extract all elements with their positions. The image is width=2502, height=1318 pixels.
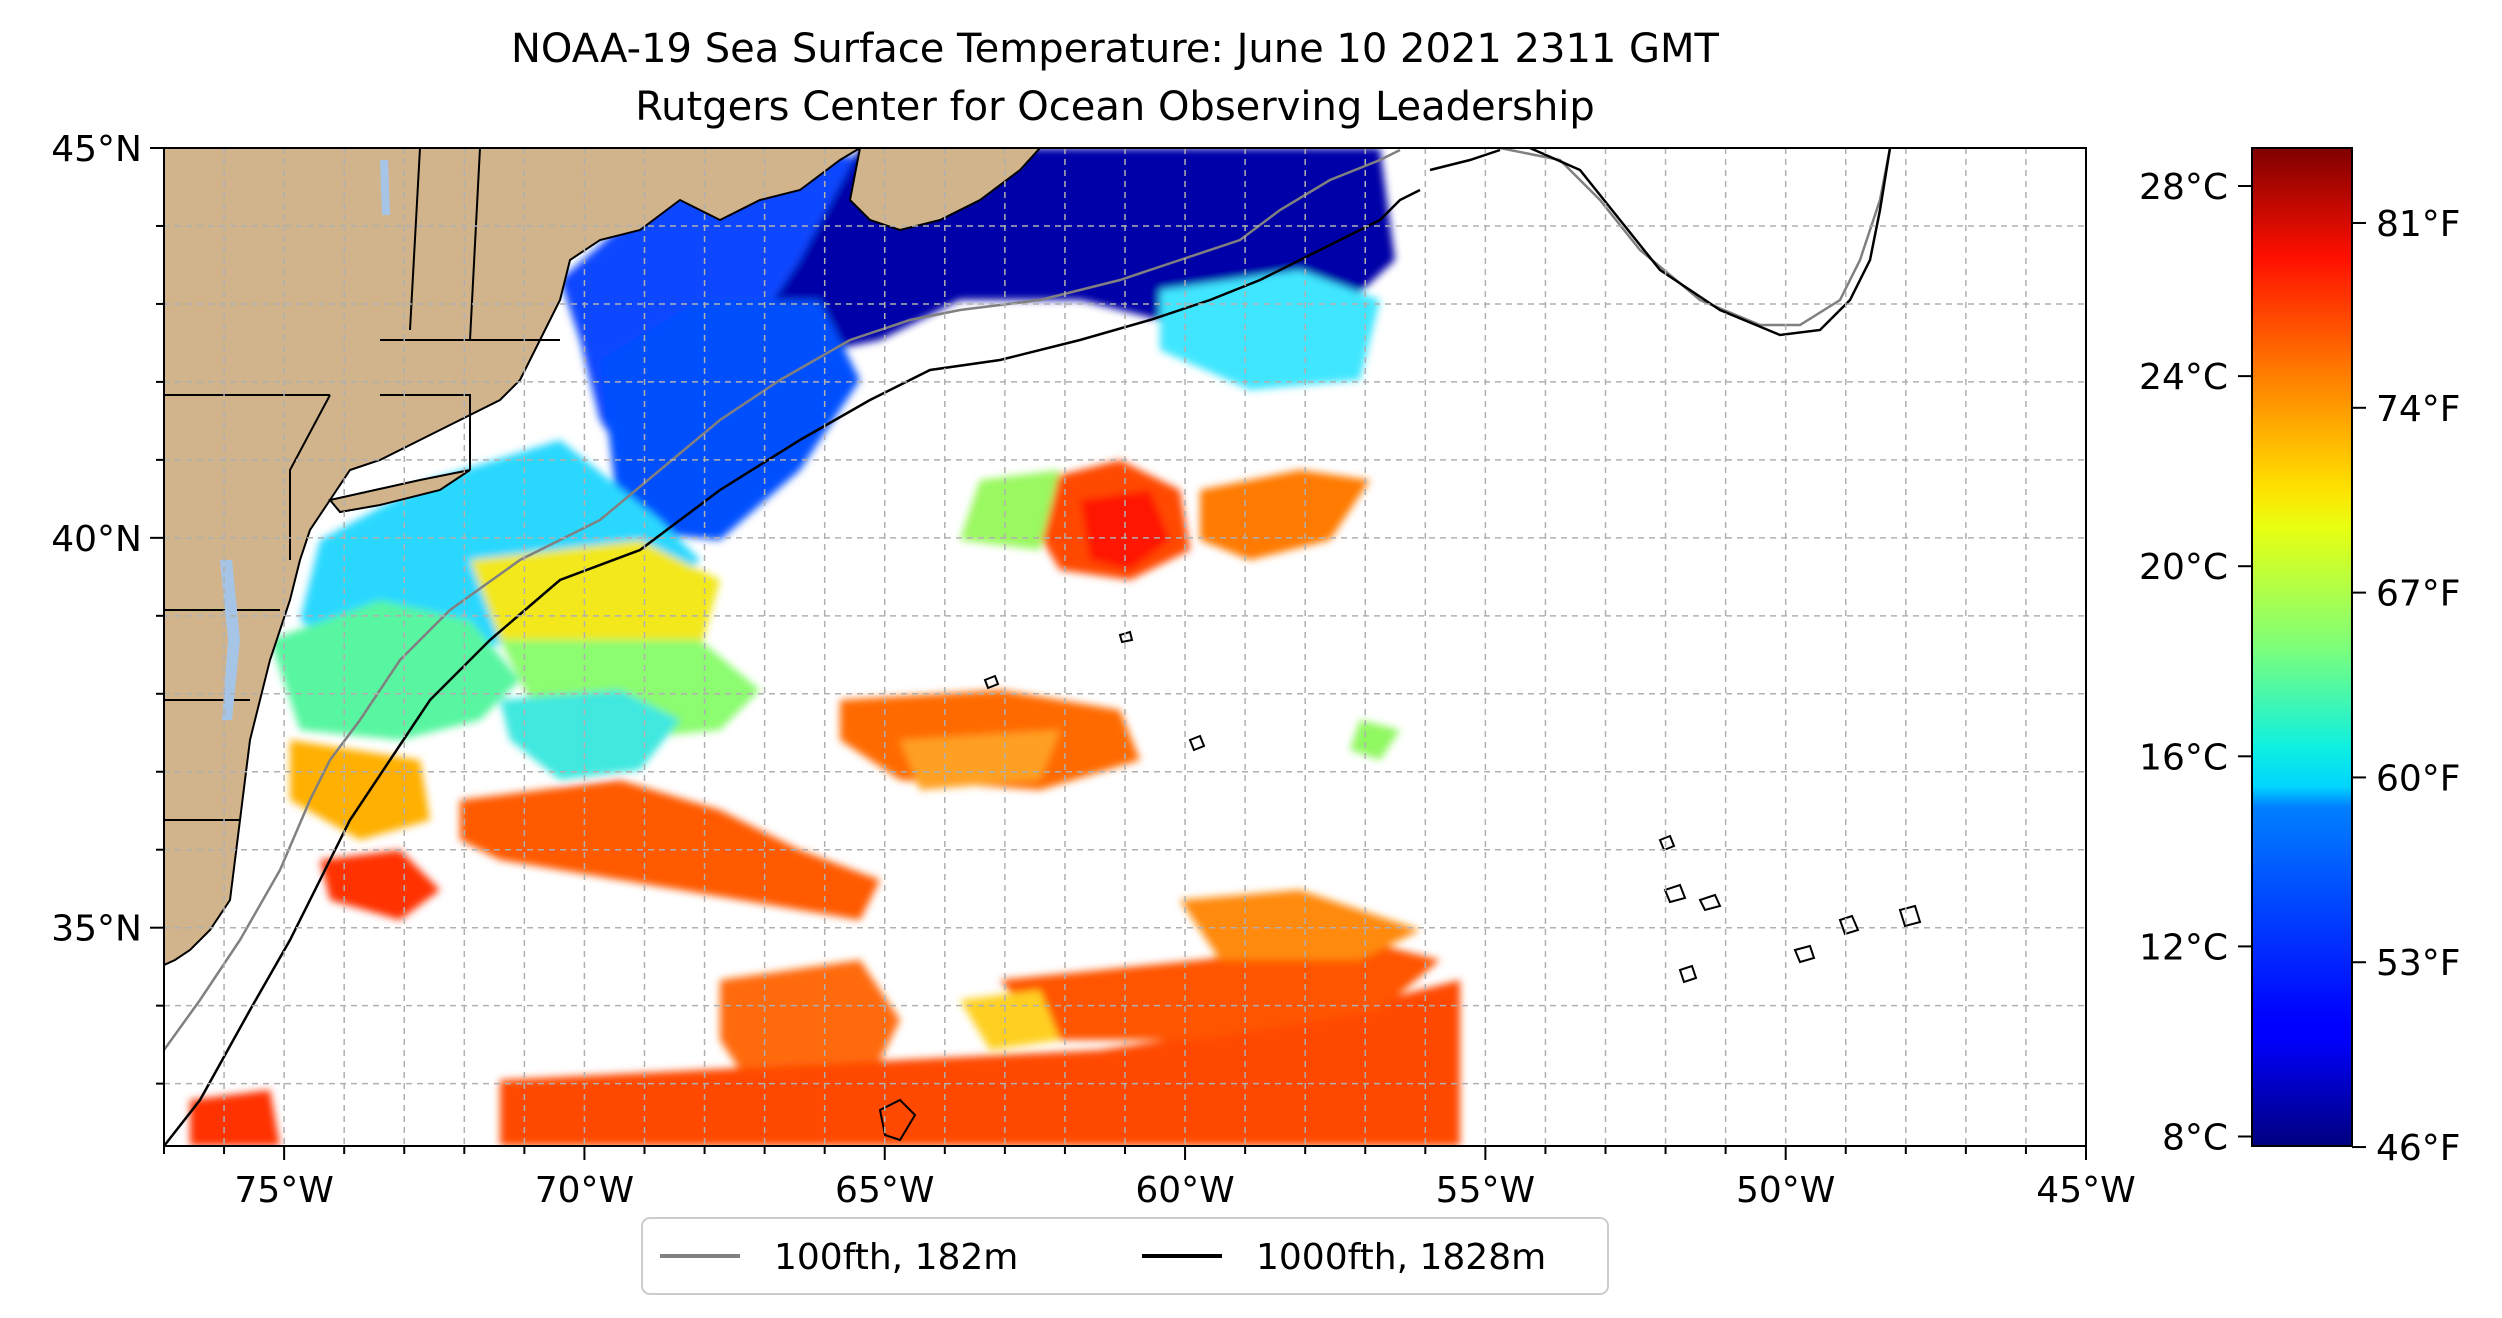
map-panel: 75°W 70°W 65°W 60°W 55°W 50°W 45°W 45°N 40°N 35°N [51,129,2135,1211]
legend-label-1000fth: 1000fth, 1828m [1256,1237,1546,1278]
map-axis-ticks: 75°W 70°W 65°W 60°W 55°W 50°W 45°W 45°N 40°N 35°N [51,129,2135,1211]
lake-champlain [380,160,390,215]
sst-patch-east-green [960,470,1060,550]
sst-patch-south-corner [190,1090,280,1146]
legend-box [641,1217,1609,1295]
border-ct-ri [380,394,471,470]
fahrenheit-tick-label: 60°F [2376,758,2461,799]
seamount-3 [1188,734,1206,752]
legend: 100fth, 182m 1000fth, 1828m [641,1217,1609,1295]
graticule [164,148,2086,1146]
title-line-2: Rutgers Center for Ocean Observing Leade… [635,84,1595,130]
sst-patch-gulfstream-1 [290,740,430,840]
isobath-100fth [164,148,1892,1051]
sst-imagery [170,148,1460,1146]
land [164,148,1042,967]
sst-patch-gulfstream-3 [320,850,440,920]
lon-tick-label: 70°W [535,1170,634,1211]
seamount-1 [1118,630,1134,644]
seamount-6 [1698,893,1722,912]
lon-tick-label: 45°W [2036,1170,2135,1211]
sst-patch-sargasso-3 [1000,940,1440,1040]
sst-patch-slope-cyan [500,690,680,780]
sst-patch-scotian-cyan [1160,270,1380,390]
sst-patch-gulfstream-5 [900,730,1060,790]
lon-tick-label: 65°W [835,1170,934,1211]
isobath-1000fth [164,148,1892,1146]
sst-patch-sargasso-2 [500,980,1460,1146]
colorbar-gradient [2251,147,2353,1147]
title-line-1: NOAA-19 Sea Surface Temperature: June 10… [511,26,1720,72]
sst-patch-shelf-blue [600,300,860,540]
border-pa-nj [289,394,331,560]
chesapeake-bay [220,560,240,720]
land-long-island [328,469,471,514]
lon-tick-label: 50°W [1736,1170,1835,1211]
seamount-5 [1663,883,1687,904]
celsius-tick-label: 28°C [2139,167,2228,208]
lat-tick-label: 45°N [51,129,142,170]
seamount-10 [1678,964,1698,984]
seamount-9 [1793,944,1816,964]
fahrenheit-tick-label: 81°F [2376,204,2461,245]
celsius-tick-label: 24°C [2139,357,2228,398]
state-borders [164,148,560,821]
colorbar-ticks: 8°C 12°C 16°C 20°C 24°C 28°C 46°F 53°F 60°F 67°F 7… [2139,167,2460,1169]
lakes [220,160,390,720]
border-ny-vt [409,148,421,331]
lon-tick-label: 55°W [1436,1170,1535,1211]
seamount-8 [1898,904,1922,928]
fahrenheit-tick-label: 53°F [2376,943,2461,984]
celsius-tick-label: 16°C [2139,737,2228,778]
seamount-4 [1658,834,1676,852]
sst-patch-sargasso-4 [1180,890,1420,960]
sst-patch-eddy-red [1080,490,1170,570]
fahrenheit-tick-label: 74°F [2376,389,2461,430]
celsius-tick-label: 20°C [2139,547,2228,588]
seamount-7 [1838,914,1860,936]
lon-tick-label: 60°W [1135,1170,1234,1211]
fahrenheit-tick-label: 67°F [2376,574,2461,615]
sst-patch-mab-green [270,600,520,740]
seamount-2 [983,674,1000,690]
land-nova-scotia [848,148,1042,232]
fahrenheit-tick-label: 46°F [2376,1128,2461,1169]
lon-tick-label: 75°W [234,1170,333,1211]
legend-label-100fth: 100fth, 182m [774,1237,1018,1278]
sst-patch-slope-yellow [470,540,720,670]
colorbar: 8°C 12°C 16°C 20°C 24°C 28°C 46°F 53°F 60°F 67°F 7… [2139,147,2461,1169]
celsius-tick-label: 12°C [2139,927,2228,968]
celsius-tick-label: 8°C [2162,1117,2228,1158]
lat-tick-label: 35°N [51,909,142,950]
lat-tick-label: 40°N [51,519,142,560]
border-vt-nh [469,148,481,341]
land-north-america [164,148,862,967]
sst-patch-small-green-1 [1350,720,1400,760]
